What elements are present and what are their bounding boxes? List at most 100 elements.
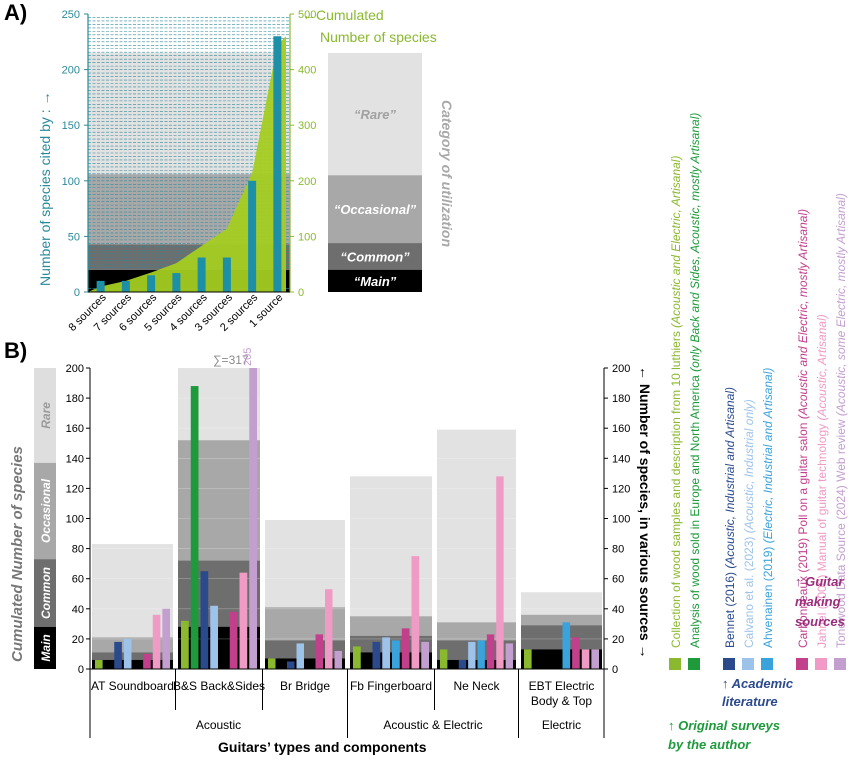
- y-tick-label: 50: [68, 231, 80, 243]
- y2-tick-label: 20: [612, 634, 624, 646]
- series-bar: [562, 622, 571, 669]
- y-tick-label: 250: [62, 9, 80, 21]
- legend-text: Tonewood Data Source (2024) Web review (…: [834, 193, 848, 648]
- y-tick-label: 40: [72, 604, 84, 616]
- y-tick-label: 150: [62, 120, 80, 132]
- series-bar: [123, 638, 132, 669]
- series-bar: [421, 641, 429, 669]
- stack-main: [350, 652, 432, 669]
- panel-a-left-axis-title: Number of species cited by : →: [37, 91, 53, 286]
- series-bar: [325, 589, 333, 669]
- series-bar: [392, 640, 400, 669]
- category-column-band: [34, 559, 56, 627]
- category-label: “Main”: [354, 274, 397, 289]
- y-tick-label: 120: [66, 483, 84, 495]
- y2-tick-label: 0: [612, 664, 618, 676]
- panel-b-x-axis-title: Guitars’ types and components: [218, 739, 427, 755]
- stack-main: [437, 659, 516, 669]
- component-label: Ne Neck: [453, 679, 500, 693]
- group-label: Electric: [542, 718, 581, 732]
- legend-swatch: [796, 658, 808, 670]
- series-bar: [411, 556, 420, 669]
- component-label: B&S Back&Sides: [173, 679, 265, 693]
- series-bar: [353, 646, 361, 669]
- legend-heading-academic: ↑ Academic: [722, 676, 794, 691]
- legend-swatch: [815, 658, 827, 670]
- y2-tick-label: 100: [298, 231, 316, 243]
- cumulative-area: [88, 36, 286, 292]
- y2-tick-label: 200: [298, 176, 316, 188]
- y-tick-label: 200: [62, 65, 80, 77]
- panel-b-right-axis-title: ← Number of species, in various sources …: [637, 366, 653, 659]
- legend-text: Collection of wood samples and descripti…: [669, 156, 683, 648]
- series-bar: [458, 659, 467, 669]
- y2-tick-label: 0: [298, 287, 304, 299]
- bar: [248, 180, 257, 292]
- legend-text: Jahnel (2000) Manual of guitar technolog…: [815, 314, 829, 648]
- series-bar: [334, 650, 342, 669]
- series-bar: [268, 658, 276, 669]
- panel-a-right-axis-title-1: ←Cumulated: [302, 7, 384, 23]
- bar: [121, 280, 130, 292]
- y-tick-label: 180: [66, 393, 84, 405]
- bar: [273, 36, 282, 292]
- series-bar: [200, 571, 209, 669]
- series-bar: [372, 641, 381, 669]
- legend-swatch: [723, 658, 735, 670]
- y2-tick-label: 400: [298, 65, 316, 77]
- component-label: Fb Fingerboard: [350, 679, 432, 693]
- component-label: Body & Top: [531, 694, 592, 708]
- category-column-band: [34, 368, 56, 463]
- panel-a-category-title: Category of utilization: [439, 100, 455, 247]
- category-column-label: Rare: [39, 402, 53, 429]
- legend-text: Calvano et al. (2023) (Acoustic, Industr…: [742, 399, 756, 648]
- y-tick-label: 100: [62, 176, 80, 188]
- legend-heading-guitar-3: sources: [795, 614, 845, 629]
- bar: [197, 257, 206, 292]
- legend-swatch: [834, 658, 846, 670]
- overflow-label: 205: [242, 348, 254, 366]
- y-tick-label: 160: [66, 423, 84, 435]
- panel-b-left-axis-title: Cumulated Number of species: [9, 446, 26, 662]
- legend-swatch: [742, 658, 754, 670]
- stack-main: [92, 659, 173, 669]
- y-tick-label: 60: [72, 574, 84, 586]
- y2-tick-label: 180: [612, 393, 630, 405]
- category-band-occasional: [328, 175, 422, 244]
- category-column-band: [34, 462, 56, 560]
- series-bar: [162, 608, 170, 669]
- stack-main: [178, 626, 260, 669]
- y2-tick-label: 200: [612, 363, 630, 375]
- y-tick-label: 20: [72, 634, 84, 646]
- panel-b-label: B): [4, 338, 27, 363]
- category-label: “Occasional”: [334, 202, 417, 217]
- y-tick-label: 80: [72, 544, 84, 556]
- category-column-label: Main: [39, 634, 53, 661]
- y2-tick-label: 300: [298, 120, 316, 132]
- legend-text: Carbonneaux (2019) Poll on a guitar salo…: [796, 209, 810, 648]
- series-bar: [152, 614, 161, 669]
- bar: [172, 273, 181, 292]
- y-tick-label: 200: [66, 363, 84, 375]
- series-bar: [181, 620, 189, 669]
- legend-heading-guitar: ↑ Guitar: [795, 574, 844, 589]
- legend-swatch: [669, 658, 681, 670]
- series-bar: [468, 641, 476, 669]
- series-bar: [190, 386, 199, 669]
- y2-tick-label: 40: [612, 604, 624, 616]
- legend-heading-academic-2: literature: [722, 694, 778, 709]
- category-band-common: [328, 243, 422, 270]
- bar: [96, 280, 105, 292]
- legend-swatch: [761, 658, 773, 670]
- series-bar: [249, 368, 257, 669]
- component-label: Br Bridge: [280, 679, 330, 693]
- series-bar: [572, 637, 580, 669]
- category-column-label: Occasional: [39, 478, 53, 543]
- series-bar: [239, 572, 248, 669]
- series-bar: [296, 643, 304, 669]
- y2-tick-label: 500: [298, 9, 316, 21]
